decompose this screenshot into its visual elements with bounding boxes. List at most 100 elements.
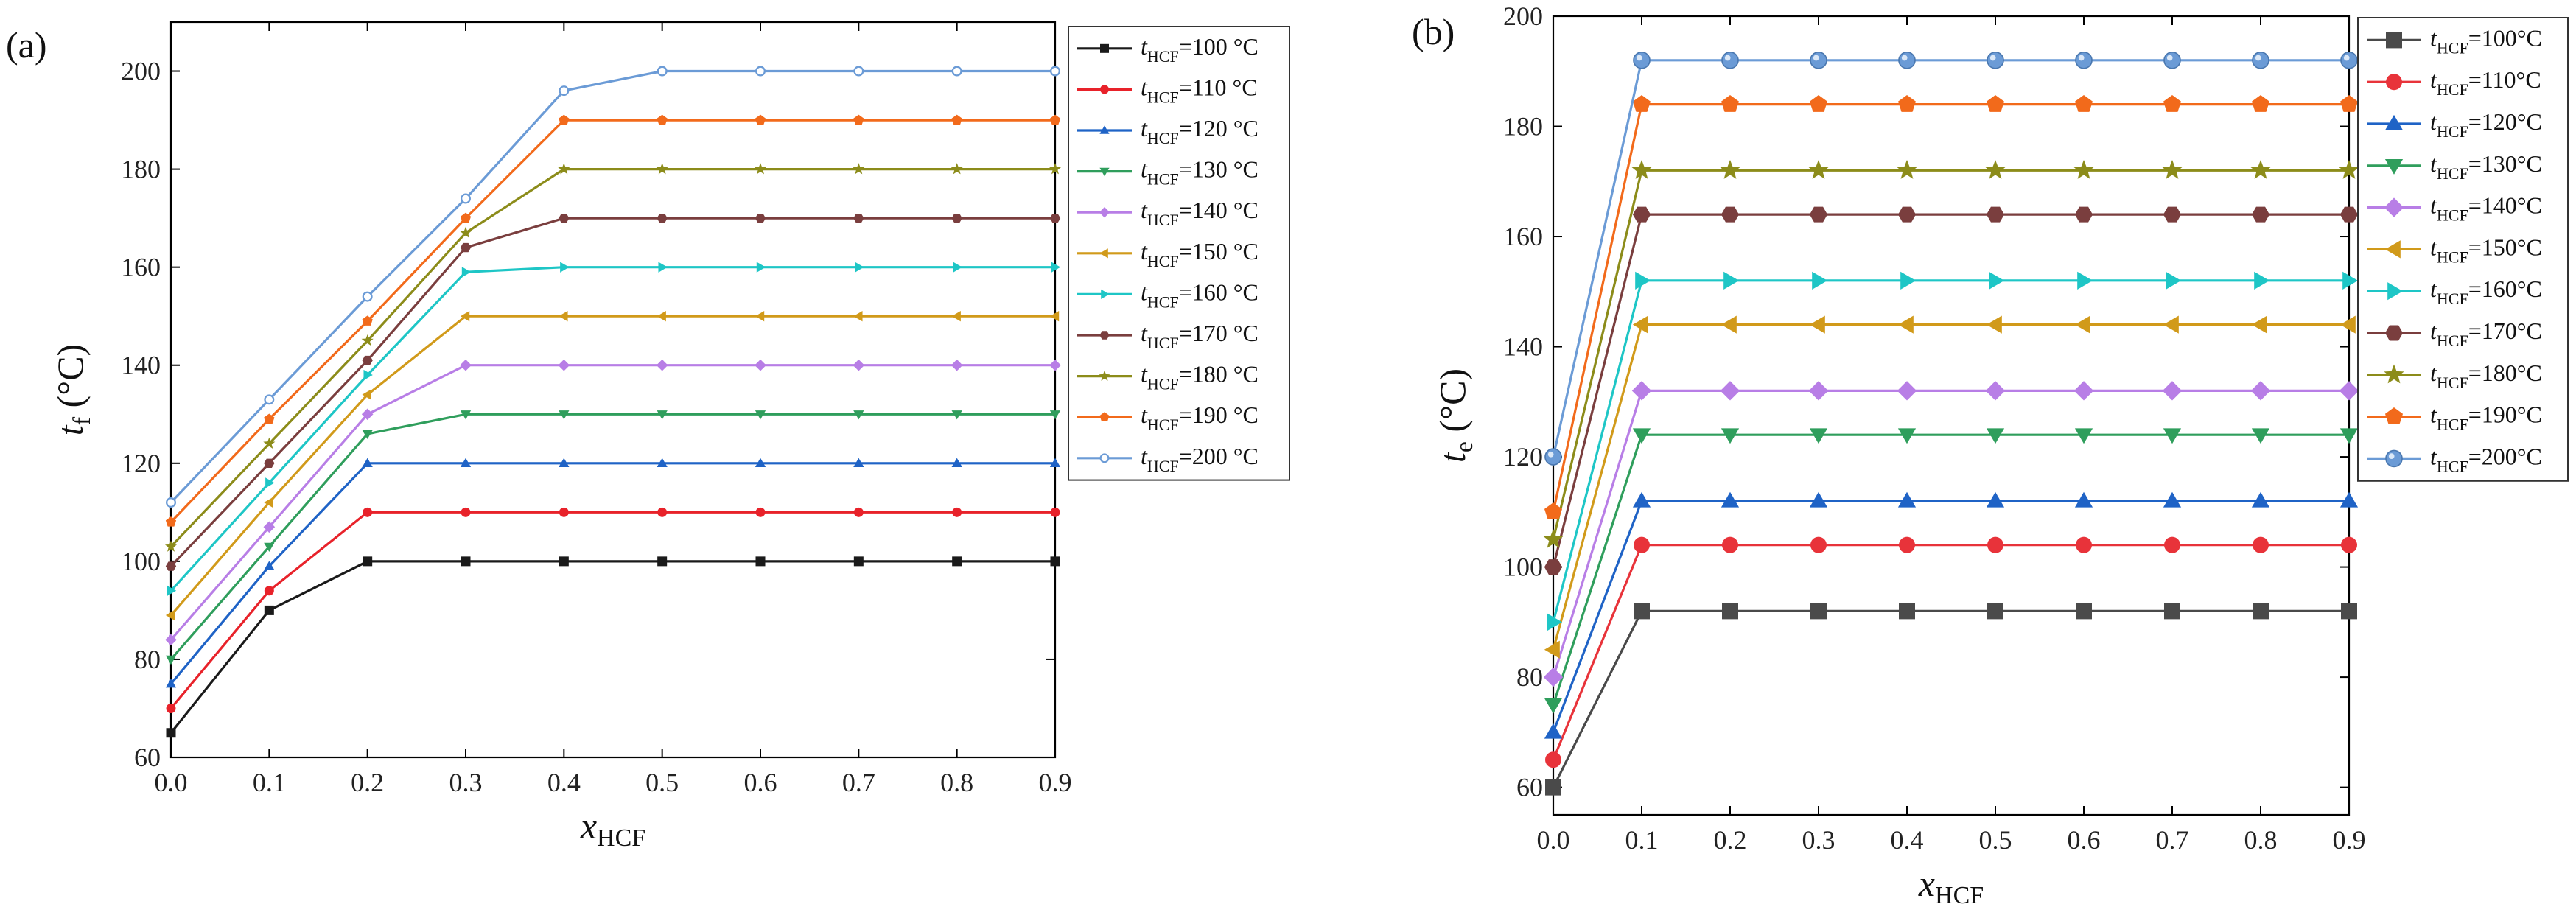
data-point (755, 66, 766, 77)
plot-area-a: 0.0 0.1 0.2 0.3 0.4 0.5 0.6 0.7 0.8 0.9 60 80 100 120… (49, 21, 1072, 852)
data-point (2339, 428, 2359, 444)
series-line-9 (169, 119, 1055, 523)
legend-label: tHCF=170 °C (1141, 320, 1259, 352)
data-point (1544, 698, 1563, 714)
data-point (2251, 491, 2270, 508)
legend-entry-2: tHCF=120 °C (1077, 115, 1259, 147)
legend-label-rest: =170 °C (1179, 320, 1259, 346)
data-point (853, 359, 865, 371)
data-point-highlight (1724, 55, 1731, 61)
legend-marker (1099, 370, 1110, 381)
legend-label-sub: HCF (1147, 211, 1179, 229)
data-point (2251, 206, 2270, 223)
legend-label-rest: =190°C (2468, 402, 2542, 428)
series-6 (1547, 271, 2359, 631)
data-point (460, 242, 472, 253)
x-tick-label: 0.4 (1891, 825, 1924, 855)
series-3 (1544, 428, 2359, 714)
data-point (2075, 51, 2093, 69)
x-axis-title-main: x (580, 805, 597, 847)
data-point (264, 542, 275, 553)
data-point (2339, 160, 2359, 179)
legend-marker (2386, 74, 2402, 91)
data-point (1897, 206, 1917, 223)
legend-entry-5: tHCF=150°C (2367, 234, 2542, 266)
data-point (1721, 491, 1740, 508)
data-point (755, 114, 766, 125)
legend-label-sub: HCF (1147, 334, 1179, 352)
data-point (559, 556, 569, 567)
x-tick-label: 0.1 (253, 768, 286, 797)
legend-label-rest: =150 °C (1179, 238, 1259, 264)
legend-label-main: t (1141, 443, 1148, 469)
data-point (2163, 491, 2182, 508)
legend-label: tHCF=160°C (2430, 276, 2542, 308)
legend-label-main: t (2430, 234, 2437, 260)
legend-label-sub: HCF (2437, 374, 2468, 392)
data-point (755, 311, 765, 322)
legend-label: tHCF=100 °C (1141, 33, 1259, 66)
series-line-7 (1552, 213, 2349, 567)
data-point (1050, 66, 1060, 77)
data-point-highlight (2078, 55, 2085, 61)
series-line-7 (169, 217, 1055, 567)
x-tick-label: 0.2 (1714, 825, 1747, 855)
legend-marker (2384, 325, 2404, 341)
legend-marker (1100, 85, 1109, 94)
legend-b: tHCF=100°CtHCF=110°CtHCF=120°CtHCF=130°C… (2357, 17, 2569, 482)
legend-marker (1099, 207, 1110, 218)
data-point (2164, 603, 2180, 620)
data-point (1809, 94, 1828, 112)
panel-label-a: (a) (6, 24, 47, 66)
legend-label-rest: =100 °C (1179, 33, 1259, 60)
legend-label-main: t (2430, 276, 2437, 302)
data-point (460, 359, 472, 371)
data-point (951, 213, 962, 223)
data-point (165, 655, 177, 665)
data-point (1721, 206, 1740, 223)
legend-marker (2384, 364, 2404, 384)
legend-label-sub: HCF (1147, 375, 1179, 393)
data-point (460, 212, 472, 223)
data-point (2252, 51, 2269, 69)
y-axis-title-sub: f (69, 416, 96, 425)
data-point (363, 507, 373, 517)
data-point (2073, 160, 2094, 179)
data-point (2074, 315, 2090, 334)
data-point-highlight (1636, 55, 1642, 61)
data-point (1722, 603, 1738, 620)
legend-label-sub: HCF (1147, 252, 1179, 270)
y-axis-title: te (°C) (1432, 368, 1478, 463)
legend-entry-6: tHCF=160 °C (1077, 278, 1259, 311)
legend-label: tHCF=120°C (2430, 108, 2542, 141)
y-axis-title-rest: (°C) (49, 344, 91, 417)
legend-label-rest: =200°C (2468, 443, 2542, 469)
x-tick-label: 0.9 (1039, 768, 1072, 797)
legend-label: tHCF=130°C (2430, 150, 2542, 183)
legend-marker (1099, 331, 1110, 340)
y-tick-label: 80 (134, 645, 161, 674)
data-point (2074, 206, 2093, 223)
data-point (2076, 536, 2092, 553)
legend-label-rest: =170°C (2468, 318, 2542, 344)
data-point (1809, 428, 1828, 444)
data-point (1543, 528, 1564, 548)
data-point (558, 163, 570, 175)
series-line-1 (1552, 544, 2349, 760)
legend-entry-0: tHCF=100°C (2367, 24, 2542, 57)
data-point-highlight (1901, 55, 1908, 61)
data-point (166, 728, 176, 738)
data-point (560, 262, 570, 273)
data-point (951, 66, 962, 77)
data-point (1809, 206, 1828, 223)
data-point (1634, 536, 1650, 553)
data-point (1899, 603, 1915, 620)
series-line-10 (1552, 59, 2349, 458)
data-point (657, 458, 668, 467)
legend-label-sub: HCF (1147, 292, 1179, 311)
data-point (1722, 536, 1738, 553)
data-point (2166, 271, 2182, 290)
data-point (1986, 206, 2005, 223)
